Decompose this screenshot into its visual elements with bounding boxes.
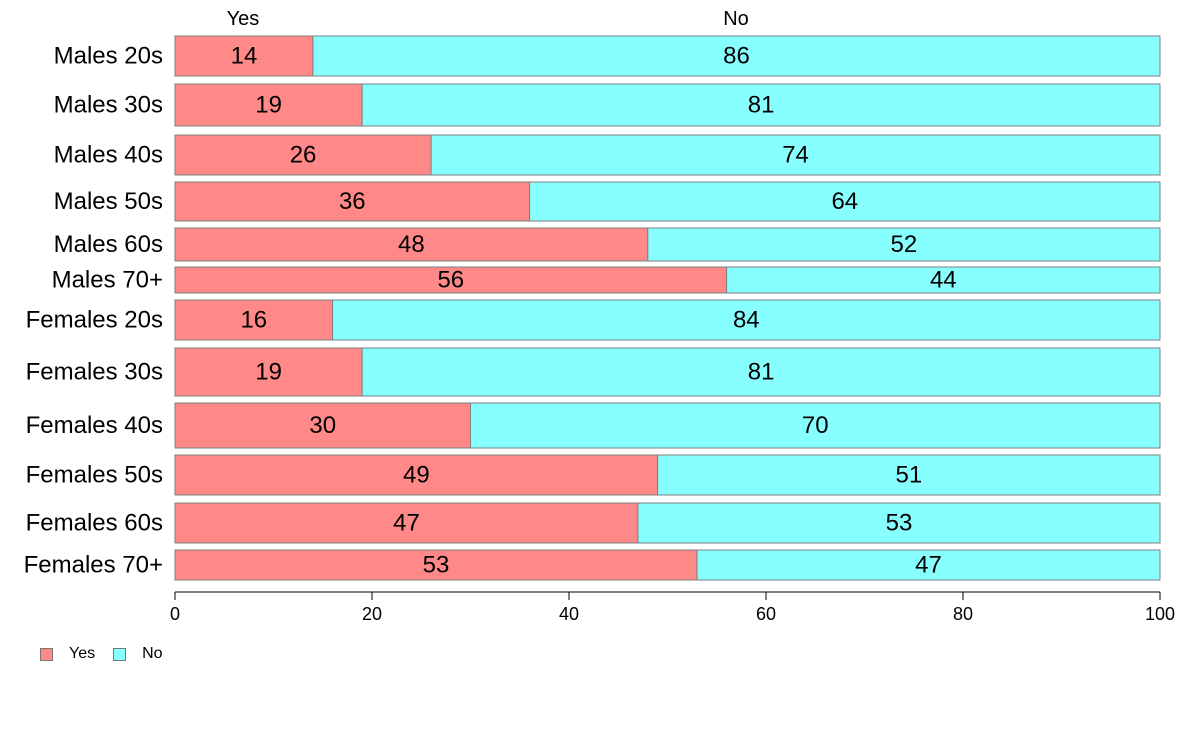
category-label-males-70-plus: Males 70+: [52, 267, 163, 294]
data-label-no-males-40s: 74: [782, 142, 809, 169]
category-label-females-20s: Females 20s: [26, 307, 163, 334]
x-tick-label-80: 80: [953, 604, 973, 624]
x-axis: 0 20 40 60 80 100: [170, 591, 1175, 624]
bar-yes-males-40s: [174, 134, 432, 176]
data-label-yes-females-60s: 47: [393, 510, 420, 537]
bar-no-females-20s: [332, 299, 1161, 341]
legend: Yes No: [40, 645, 181, 663]
category-label-females-40s: Females 40s: [26, 412, 163, 439]
data-label-no-males-30s: 81: [748, 92, 775, 119]
x-tick-label-0: 0: [170, 604, 180, 624]
labels-layer: 14 86 Males 20s 19 81 Males 30s 26 74 Males 40s 3…: [24, 43, 957, 579]
legend-item-no: No: [113, 645, 163, 663]
category-label-males-30s: Males 30s: [54, 92, 163, 119]
legend-swatch-yes: [40, 647, 53, 661]
data-label-no-females-50s: 51: [895, 462, 922, 489]
data-label-yes-males-30s: 19: [255, 92, 282, 119]
bar-yes-males-60s: [174, 227, 649, 262]
bars-layer: [174, 35, 1161, 581]
data-label-no-females-20s: 84: [733, 307, 760, 334]
category-label-males-50s: Males 50s: [54, 188, 163, 215]
category-label-females-70-plus: Females 70+: [24, 552, 163, 579]
legend-swatch-no: [113, 647, 127, 661]
legend-label-yes: Yes: [69, 645, 96, 662]
data-label-yes-females-30s: 19: [255, 359, 282, 386]
bar-yes-females-50s: [174, 454, 659, 496]
data-label-no-females-30s: 81: [748, 359, 775, 386]
bar-no-males-60s: [647, 227, 1161, 262]
column-header-no: No: [723, 8, 749, 30]
bar-no-males-30s: [361, 83, 1161, 127]
bar-no-females-70-plus: [696, 549, 1161, 581]
bar-no-females-40s: [470, 402, 1161, 449]
data-label-yes-males-60s: 48: [398, 231, 425, 258]
data-label-no-males-20s: 86: [723, 43, 750, 70]
bar-yes-females-70-plus: [174, 549, 698, 581]
legend-item-yes: Yes: [40, 645, 95, 663]
bar-yes-females-20s: [174, 299, 334, 341]
data-label-yes-males-70-plus: 56: [437, 267, 464, 294]
data-label-yes-females-20s: 16: [240, 307, 267, 334]
category-label-males-40s: Males 40s: [54, 142, 163, 169]
category-label-males-20s: Males 20s: [54, 43, 163, 70]
bar-no-males-20s: [312, 35, 1161, 77]
data-label-yes-females-70-plus: 53: [423, 552, 450, 579]
data-label-no-females-70-plus: 47: [915, 552, 942, 579]
data-label-yes-females-40s: 30: [309, 412, 336, 439]
legend-label-no: No: [142, 645, 163, 662]
x-tick-label-100: 100: [1145, 604, 1175, 624]
bar-yes-females-60s: [174, 502, 639, 544]
data-label-yes-males-20s: 14: [231, 43, 258, 70]
bar-no-females-60s: [637, 502, 1161, 544]
data-label-no-males-70-plus: 44: [930, 267, 957, 294]
data-label-no-females-40s: 70: [802, 412, 829, 439]
data-label-no-males-60s: 52: [891, 231, 918, 258]
bar-no-females-50s: [657, 454, 1161, 496]
category-label-females-30s: Females 30s: [26, 359, 163, 386]
x-tick-label-20: 20: [362, 604, 382, 624]
bar-no-males-50s: [529, 181, 1161, 222]
category-label-females-50s: Females 50s: [26, 462, 163, 489]
data-label-yes-males-40s: 26: [290, 142, 317, 169]
bar-no-males-40s: [430, 134, 1161, 176]
bar-yes-males-50s: [174, 181, 531, 222]
bar-no-females-30s: [361, 347, 1161, 397]
data-label-yes-males-50s: 36: [339, 188, 366, 215]
x-tick-label-60: 60: [756, 604, 776, 624]
category-label-females-60s: Females 60s: [26, 510, 163, 537]
bar-yes-males-20s: [174, 35, 314, 77]
column-header-yes: Yes: [227, 8, 260, 30]
data-label-no-males-50s: 64: [831, 188, 858, 215]
category-label-males-60s: Males 60s: [54, 231, 163, 258]
bar-yes-males-30s: [174, 83, 363, 127]
bar-yes-females-40s: [174, 402, 471, 449]
bar-no-males-70-plus: [726, 266, 1161, 294]
x-tick-label-40: 40: [559, 604, 579, 624]
data-label-yes-females-50s: 49: [403, 462, 430, 489]
data-label-no-females-60s: 53: [886, 510, 913, 537]
